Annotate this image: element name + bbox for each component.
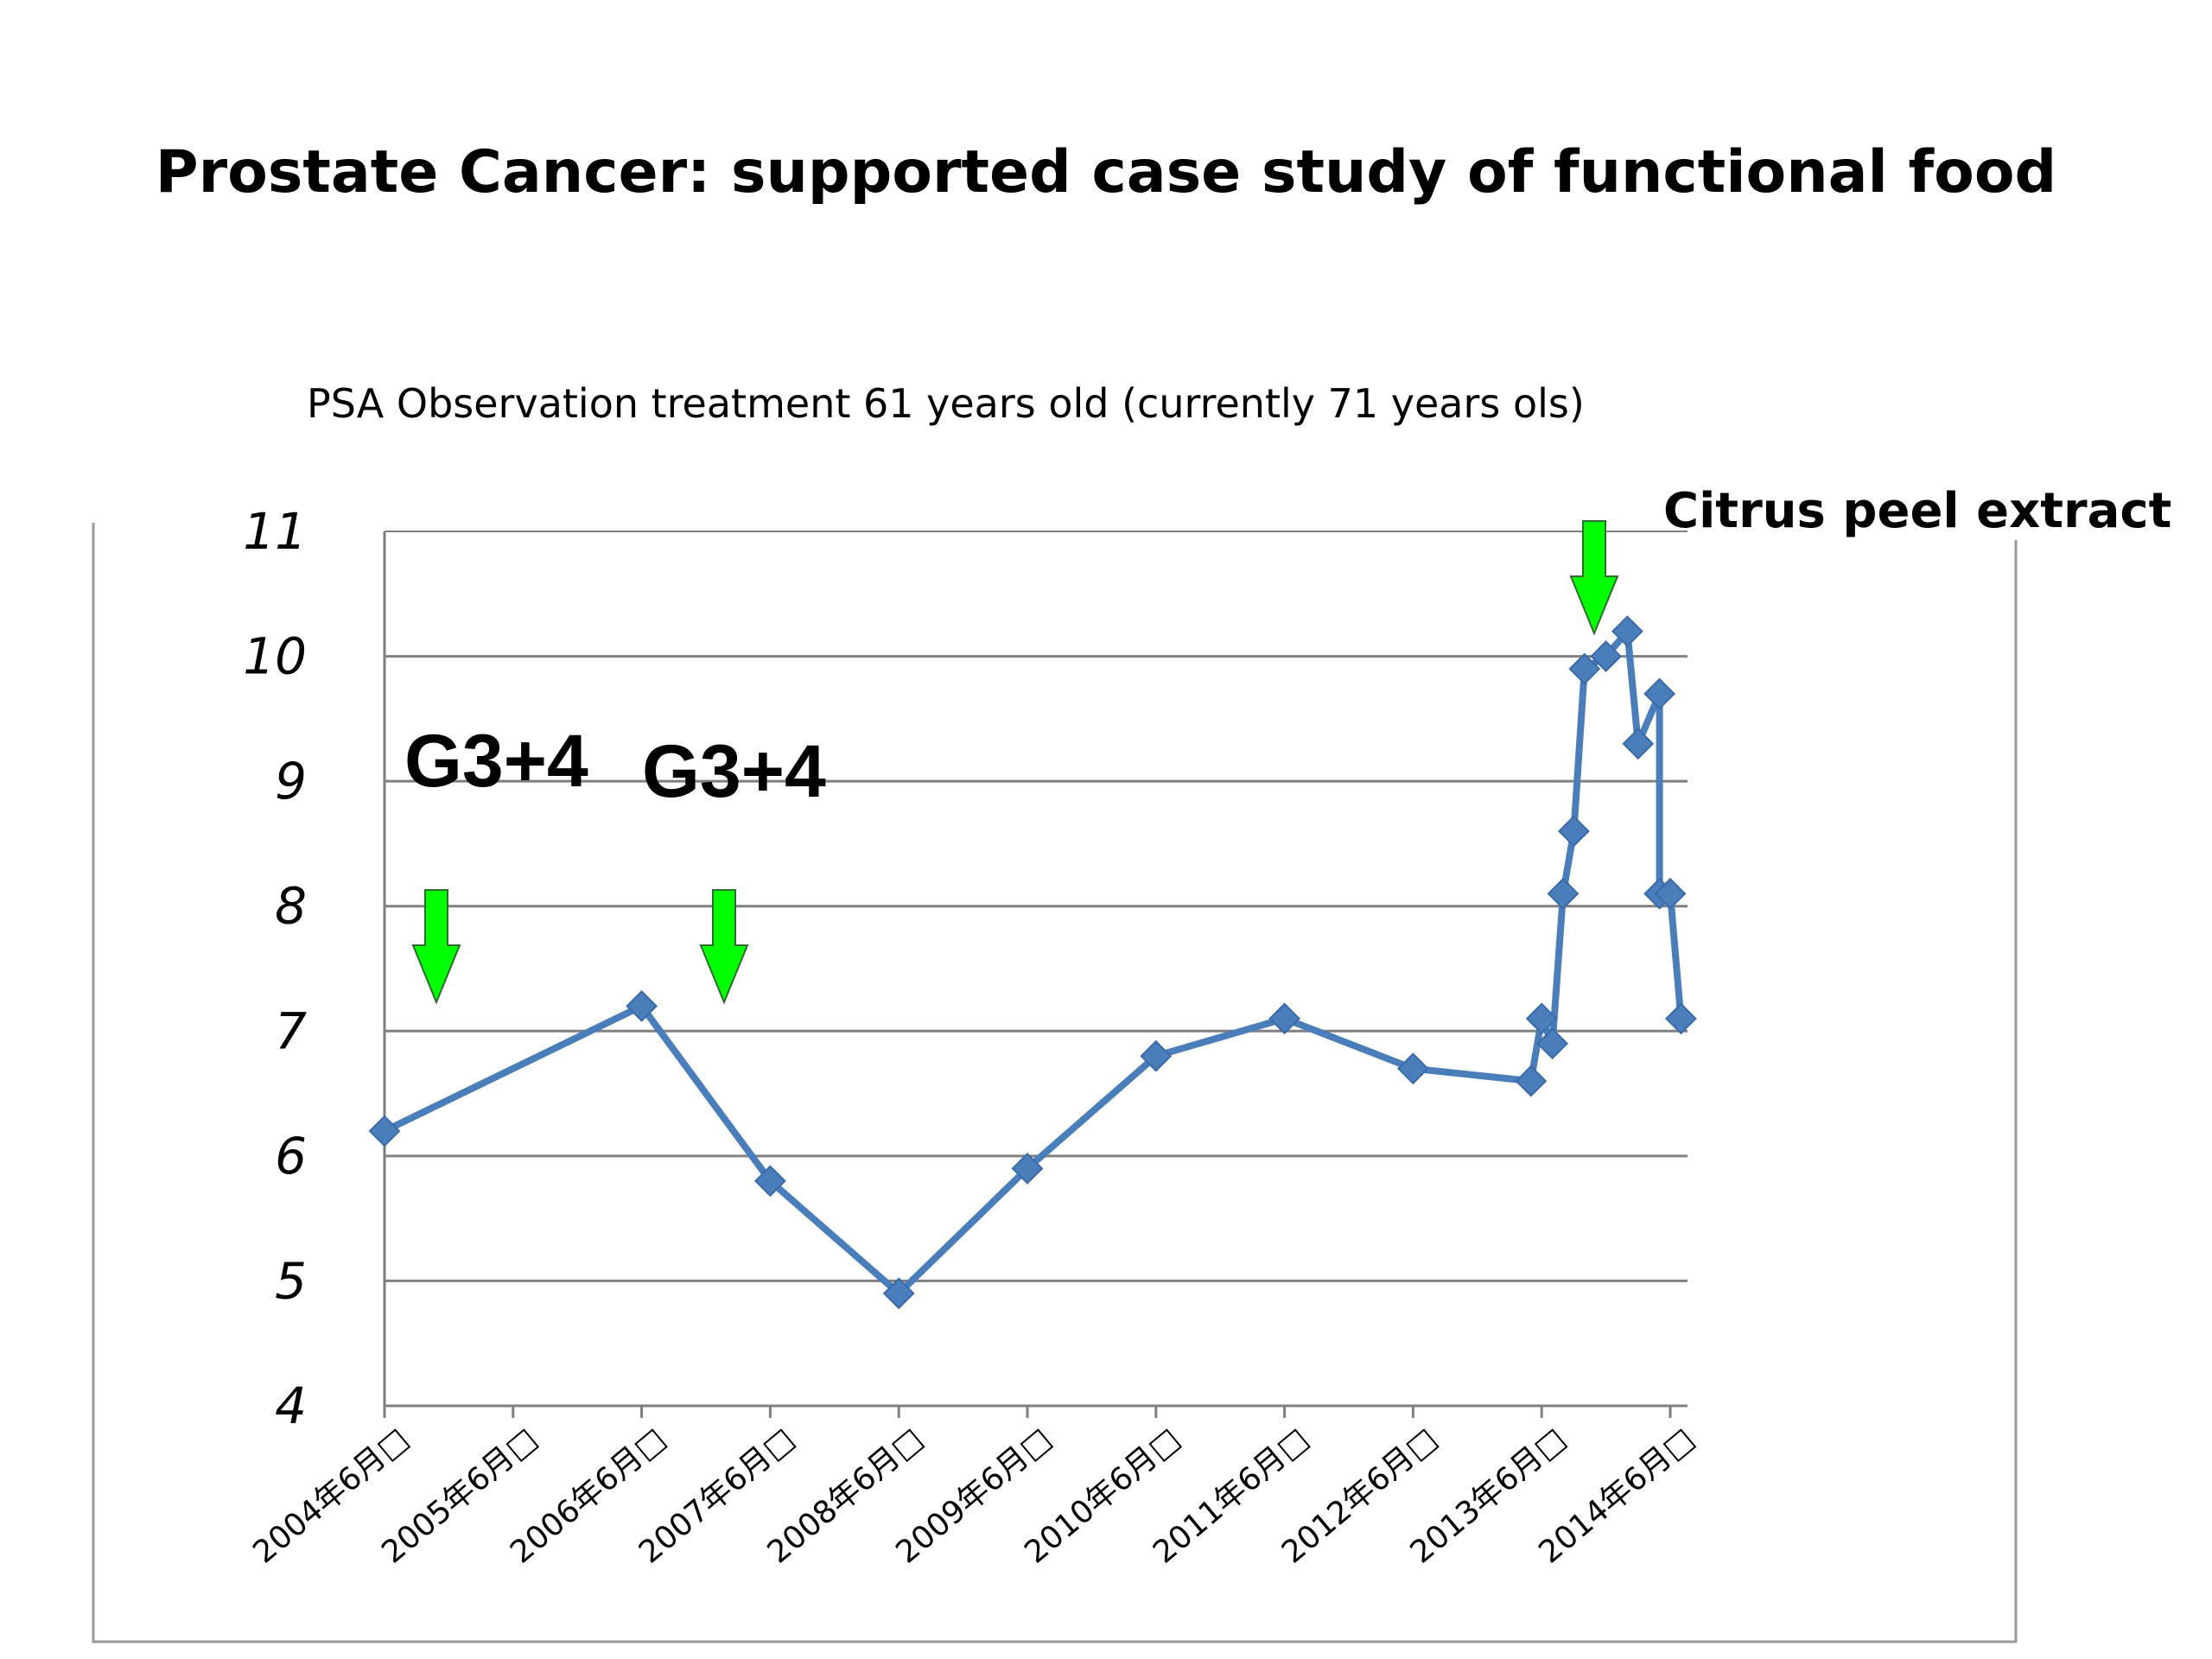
data-point xyxy=(1396,1052,1429,1085)
y-tick-label: 11 xyxy=(243,502,307,561)
data-point xyxy=(1643,677,1676,710)
grade-label-2: G3+4 xyxy=(642,730,826,813)
gridlines xyxy=(385,531,1688,1408)
y-tick-label: 5 xyxy=(275,1251,307,1310)
data-point xyxy=(1664,1002,1697,1035)
data-point xyxy=(1622,728,1655,760)
data-point xyxy=(1654,877,1687,910)
chart-frame xyxy=(92,523,2018,1643)
data-point xyxy=(882,1277,915,1310)
data-point xyxy=(1547,877,1580,910)
data-point xyxy=(1140,1039,1173,1072)
psa-series xyxy=(368,615,1697,1310)
data-point xyxy=(1590,640,1623,672)
grade-label-1: G3+4 xyxy=(404,720,588,803)
x-tick-labels: 2004年6月□2005年6月□2006年6月□2007年6月□2008年6月□… xyxy=(246,1421,1700,1570)
down-arrow-2007 xyxy=(699,889,749,1005)
y-tick-label: 4 xyxy=(275,1376,307,1435)
slide-title: Prostate Cancer: supported case study of… xyxy=(155,138,2057,207)
data-point xyxy=(1011,1152,1044,1185)
y-tick-label: 7 xyxy=(275,1001,307,1060)
annotations: G3+4 G3+4 Citrus peel extract xyxy=(404,483,2171,1005)
data-point xyxy=(1268,1002,1301,1035)
y-tick-label: 8 xyxy=(275,877,307,936)
data-point xyxy=(1611,615,1643,648)
data-point xyxy=(626,989,658,1022)
down-arrow-citrus xyxy=(1569,520,1619,636)
y-tick-label: 10 xyxy=(243,627,307,686)
outer-frame xyxy=(92,523,2018,1643)
citrus-peel-label: Citrus peel extract xyxy=(1663,483,2171,539)
data-point xyxy=(1557,815,1590,848)
data-point xyxy=(753,1165,786,1198)
down-arrow-2004 xyxy=(411,889,461,1005)
data-point xyxy=(1536,1027,1569,1060)
data-point xyxy=(1525,1002,1558,1035)
axes xyxy=(383,531,1688,1418)
data-point xyxy=(1515,1065,1548,1097)
y-tick-labels: 4 5 6 7 8 9 10 11 xyxy=(243,502,307,1435)
data-point xyxy=(368,1115,401,1147)
y-tick-label: 6 xyxy=(275,1127,307,1185)
data-point xyxy=(1568,652,1601,685)
y-tick-label: 9 xyxy=(275,752,307,810)
chart-subtitle: PSA Observation treatment 61 years old (… xyxy=(307,380,1585,427)
